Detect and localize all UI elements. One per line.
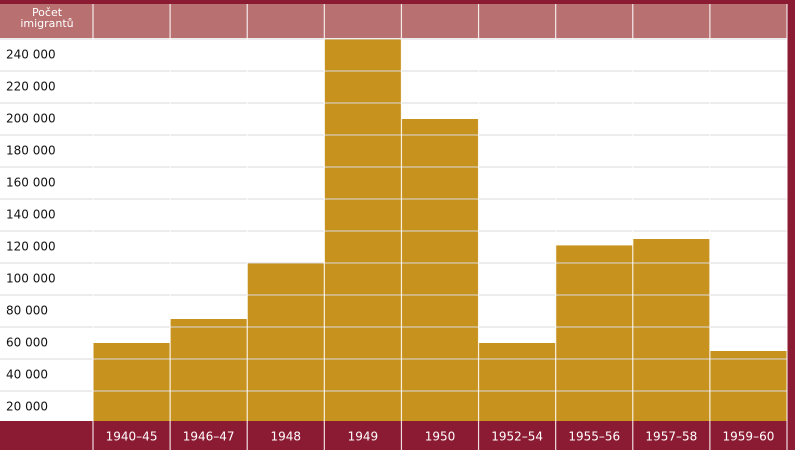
- y-tick-label: 100 000: [6, 272, 56, 286]
- x-tick-label: 1948: [271, 430, 302, 444]
- bar: [555, 245, 633, 421]
- x-tick-label: 1957–58: [645, 430, 697, 444]
- y-axis-label-box: Počet imigrantů: [20, 7, 74, 30]
- y-tick-label: 80 000: [6, 304, 48, 318]
- bar: [247, 263, 325, 421]
- bar: [170, 319, 248, 421]
- y-axis-label: Počet imigrantů: [20, 7, 74, 30]
- y-tick-label: 200 000: [6, 112, 56, 126]
- bar: [632, 239, 710, 421]
- y-tick-label: 60 000: [6, 336, 48, 350]
- y-tick-label: 180 000: [6, 144, 56, 158]
- x-tick-label: 1959–60: [723, 430, 775, 444]
- y-tick-label: 240 000: [6, 48, 56, 62]
- x-tick-label: 1950: [425, 430, 456, 444]
- x-tick-label: 1955–56: [568, 430, 620, 444]
- y-tick-label: 220 000: [6, 80, 56, 94]
- x-tick-label: 1949: [348, 430, 379, 444]
- y-tick-label: 20 000: [6, 400, 48, 414]
- x-tick-label: 1946–47: [183, 430, 235, 444]
- y-tick-label: 160 000: [6, 176, 56, 190]
- marks: 1940–45 1946–47 1948 1949 1950 1952–54 1955–56…: [0, 4, 788, 450]
- y-tick-label: 120 000: [6, 240, 56, 254]
- y-tick-label: 140 000: [6, 208, 56, 222]
- bar: [93, 343, 171, 421]
- bar: [324, 39, 402, 421]
- bar: [709, 351, 787, 421]
- y-tick-label: 40 000: [6, 368, 48, 382]
- x-tick-label: 1952–54: [491, 430, 543, 444]
- header-row: [0, 4, 787, 38]
- x-tick-label: 1940–45: [106, 430, 158, 444]
- bar: [478, 343, 556, 421]
- bar: [401, 119, 479, 421]
